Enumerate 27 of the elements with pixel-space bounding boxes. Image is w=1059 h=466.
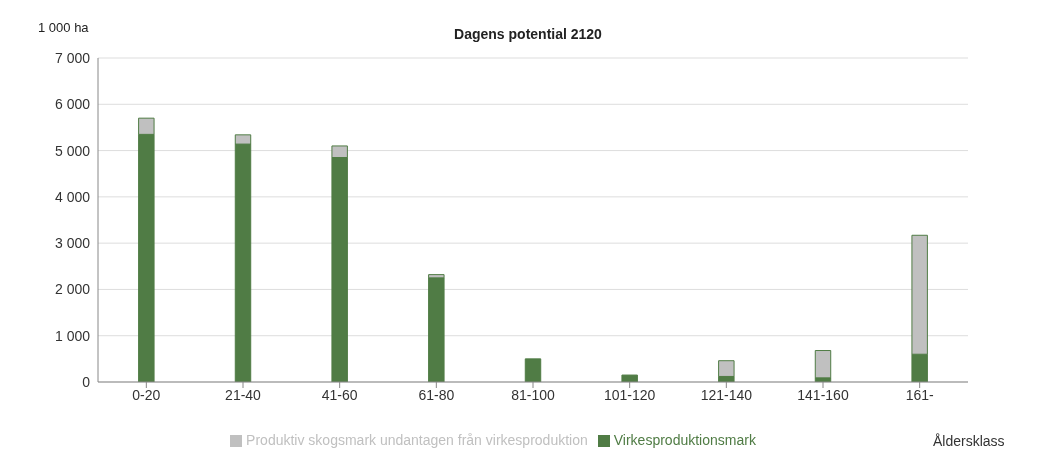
y-tick-label: 4 000 [54, 188, 91, 205]
legend-label: Virkesproduktionsmark [613, 432, 756, 448]
legend-label: Produktiv skogsmark undantagen från virkesproduktion [246, 432, 588, 448]
y-tick-label: 6 000 [54, 96, 91, 113]
y-axis-title: 1 000 ha [38, 20, 89, 35]
bar [428, 277, 445, 382]
x-axis-title: Åldersklass [933, 433, 1005, 449]
chart-title: Dagens potential 2120 [454, 26, 602, 42]
x-tick-label: 81-100 [511, 386, 556, 403]
y-tick-label: 2 000 [54, 281, 91, 298]
x-tick-label: 41-60 [321, 386, 358, 403]
y-tick-label: 1 000 [54, 327, 91, 344]
x-tick-label: 101-120 [603, 386, 656, 403]
x-tick-label: 61-80 [418, 386, 455, 403]
y-tick-label: 3 000 [54, 235, 91, 252]
bar [814, 350, 832, 379]
bar [718, 360, 735, 377]
x-tick-label: 141-160 [797, 386, 849, 403]
y-tick-label: 5 000 [54, 142, 91, 159]
bar [524, 358, 542, 382]
x-tick-label: 161- [905, 386, 935, 403]
bar [621, 374, 638, 382]
y-tick-label: 7 000 [54, 49, 91, 66]
x-tick-label: 21-40 [225, 386, 262, 403]
x-tick-label: 0-20 [132, 386, 161, 403]
x-tick-label: 121-140 [700, 386, 753, 403]
y-tick-label: 0 [82, 373, 91, 390]
